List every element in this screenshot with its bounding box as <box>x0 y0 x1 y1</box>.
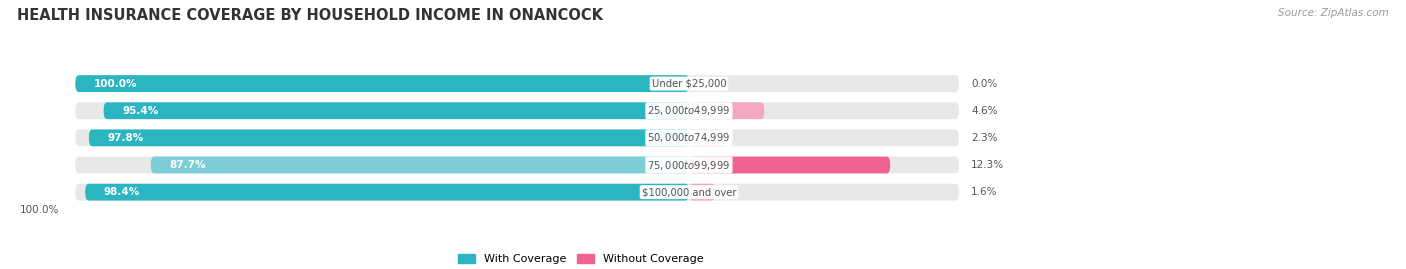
FancyBboxPatch shape <box>76 75 959 92</box>
FancyBboxPatch shape <box>150 157 689 174</box>
Text: 12.3%: 12.3% <box>972 160 1004 170</box>
FancyBboxPatch shape <box>89 129 689 146</box>
Text: 4.6%: 4.6% <box>972 106 998 116</box>
Text: $100,000 and over: $100,000 and over <box>641 187 737 197</box>
FancyBboxPatch shape <box>76 184 959 201</box>
FancyBboxPatch shape <box>689 184 716 201</box>
FancyBboxPatch shape <box>76 102 959 119</box>
Text: 87.7%: 87.7% <box>169 160 205 170</box>
Text: 97.8%: 97.8% <box>107 133 143 143</box>
Text: $25,000 to $49,999: $25,000 to $49,999 <box>647 104 731 117</box>
Text: Under $25,000: Under $25,000 <box>651 79 727 89</box>
Text: 1.6%: 1.6% <box>972 187 998 197</box>
FancyBboxPatch shape <box>76 75 689 92</box>
FancyBboxPatch shape <box>86 184 689 201</box>
Text: 0.0%: 0.0% <box>972 79 997 89</box>
FancyBboxPatch shape <box>689 129 727 146</box>
Text: Source: ZipAtlas.com: Source: ZipAtlas.com <box>1278 8 1389 18</box>
Text: 95.4%: 95.4% <box>122 106 159 116</box>
Text: 100.0%: 100.0% <box>20 205 59 215</box>
Text: HEALTH INSURANCE COVERAGE BY HOUSEHOLD INCOME IN ONANCOCK: HEALTH INSURANCE COVERAGE BY HOUSEHOLD I… <box>17 8 603 23</box>
FancyBboxPatch shape <box>104 102 689 119</box>
FancyBboxPatch shape <box>76 129 959 146</box>
Legend: With Coverage, Without Coverage: With Coverage, Without Coverage <box>454 250 709 269</box>
FancyBboxPatch shape <box>689 102 765 119</box>
FancyBboxPatch shape <box>689 157 890 174</box>
Text: 100.0%: 100.0% <box>94 79 138 89</box>
Text: $75,000 to $99,999: $75,000 to $99,999 <box>647 158 731 172</box>
Text: 2.3%: 2.3% <box>972 133 998 143</box>
Text: $50,000 to $74,999: $50,000 to $74,999 <box>647 131 731 144</box>
Text: 98.4%: 98.4% <box>104 187 139 197</box>
FancyBboxPatch shape <box>76 157 959 174</box>
